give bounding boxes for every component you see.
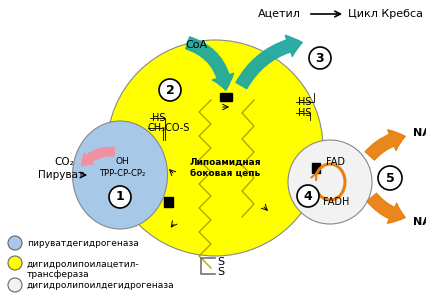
- Circle shape: [287, 140, 371, 224]
- Text: пируватдегидрогеназа: пируватдегидрогеназа: [27, 239, 138, 247]
- FancyArrowPatch shape: [235, 35, 302, 89]
- Circle shape: [8, 236, 22, 250]
- Text: S: S: [216, 267, 224, 277]
- Text: NAD: NAD: [412, 128, 426, 138]
- Circle shape: [296, 185, 318, 207]
- Text: FADH: FADH: [322, 197, 348, 207]
- Text: TPP-CP-CP₂: TPP-CP-CP₂: [99, 169, 145, 177]
- Bar: [164, 197, 173, 207]
- Text: OH: OH: [115, 157, 129, 165]
- Ellipse shape: [72, 121, 167, 229]
- Text: HS: HS: [297, 108, 311, 118]
- Text: Пируват: Пируват: [38, 170, 84, 180]
- Text: FAD: FAD: [326, 157, 345, 167]
- Text: 2: 2: [165, 84, 174, 96]
- Text: CO₂: CO₂: [54, 157, 74, 167]
- Text: 3: 3: [315, 52, 324, 64]
- Text: Цикл Кребса: Цикл Кребса: [347, 9, 422, 19]
- Circle shape: [158, 79, 181, 101]
- Text: HS: HS: [152, 113, 165, 123]
- Circle shape: [107, 40, 322, 256]
- Text: 4: 4: [303, 189, 312, 203]
- Text: дигидролипоилдегидрогеназа: дигидролипоилдегидрогеназа: [27, 281, 174, 290]
- Circle shape: [8, 278, 22, 292]
- Circle shape: [109, 186, 131, 208]
- Circle shape: [308, 47, 330, 69]
- Text: 5: 5: [385, 172, 394, 185]
- FancyArrowPatch shape: [364, 130, 404, 160]
- Circle shape: [377, 166, 401, 190]
- Bar: [311, 163, 319, 173]
- Circle shape: [8, 256, 22, 270]
- FancyArrowPatch shape: [366, 193, 404, 223]
- Text: Ацетил: Ацетил: [257, 9, 300, 19]
- FancyArrowPatch shape: [81, 147, 114, 166]
- Text: HS: HS: [297, 97, 311, 107]
- Text: дигидролипоилацетил-
трансфераза: дигидролипоилацетил- трансфераза: [27, 260, 139, 279]
- Text: 1: 1: [115, 191, 124, 204]
- Text: NADH: NADH: [412, 217, 426, 227]
- Text: CH₃CO-S: CH₃CO-S: [148, 123, 190, 133]
- Text: Липоамидная
боковая цепь: Липоамидная боковая цепь: [189, 158, 260, 178]
- Text: S: S: [216, 257, 224, 267]
- Text: CoA: CoA: [184, 40, 207, 50]
- Bar: [219, 93, 231, 101]
- FancyArrowPatch shape: [185, 37, 233, 90]
